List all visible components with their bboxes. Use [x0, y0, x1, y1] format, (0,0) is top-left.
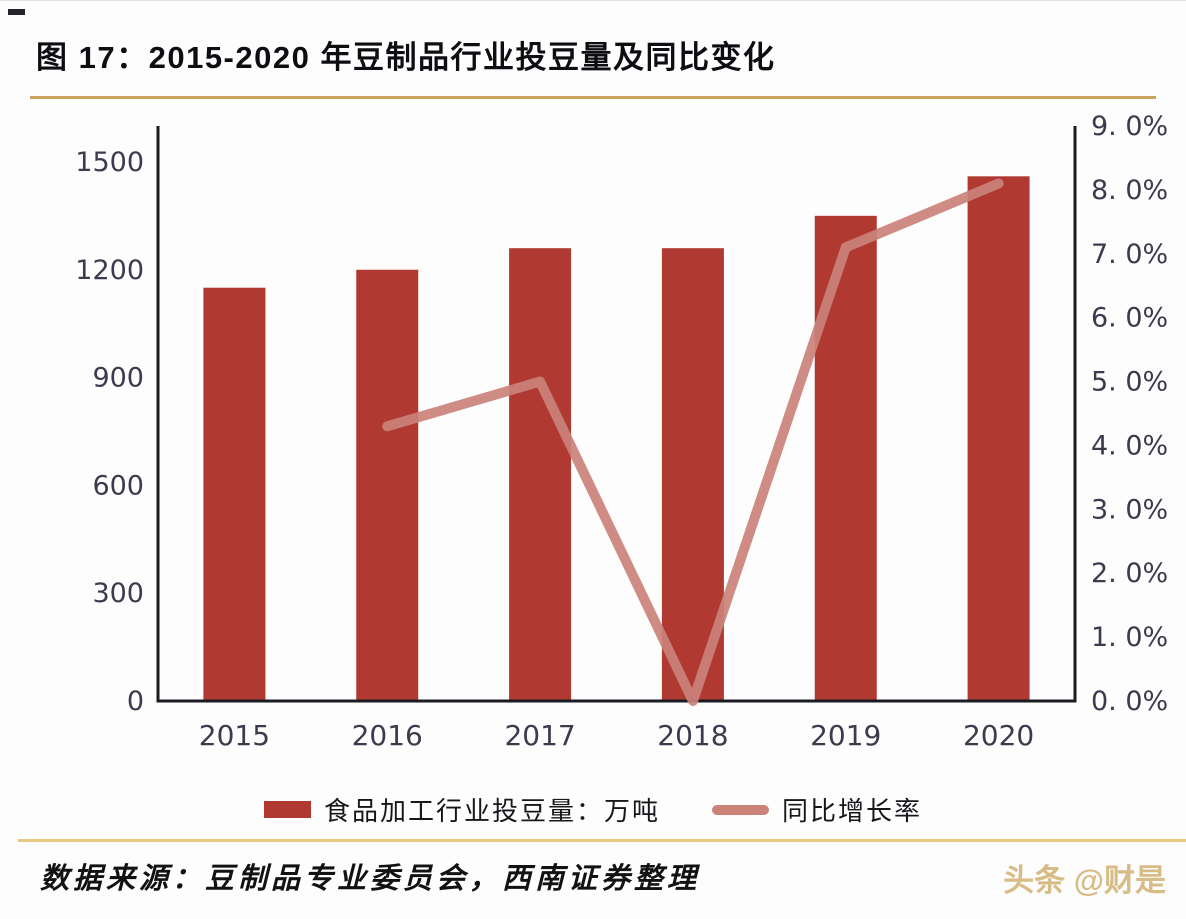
chart-legend: 食品加工行业投豆量：万吨 同比增长率 [0, 791, 1186, 828]
bar-2015 [203, 287, 266, 701]
legend-item-bar-series: 食品加工行业投豆量：万吨 [263, 791, 660, 828]
right-axis-tick-5pct: 5. 0% [1091, 367, 1168, 398]
scan-artifact-mark [8, 9, 25, 15]
left-axis-tick-600: 600 [92, 470, 144, 501]
x-axis-label-2019: 2019 [810, 719, 881, 752]
line-series-swatch-icon [712, 804, 769, 815]
footer: 数据来源：豆制品专业委员会，西南证券整理 头条 @财是 [40, 855, 1166, 900]
footer-divider-rule [18, 839, 1186, 842]
right-axis-tick-9pct: 9. 0% [1091, 111, 1168, 142]
bar-2017 [509, 248, 572, 701]
legend-item-line-series: 同比增长率 [712, 791, 922, 828]
bar-2019 [814, 215, 877, 701]
right-axis-tick-7pct: 7. 0% [1091, 239, 1168, 270]
bar-2020 [967, 176, 1030, 701]
bar-series-swatch-icon [263, 801, 311, 818]
axes-frame [156, 126, 1077, 703]
title-divider-rule [30, 96, 1156, 99]
growth-rate-line [382, 178, 1004, 706]
right-axis-tick-8pct: 8. 0% [1091, 175, 1168, 206]
x-axis-label-2015: 2015 [199, 719, 270, 752]
x-axis-label-2016: 2016 [352, 719, 423, 752]
legend-label-line-series: 同比增长率 [782, 797, 923, 827]
right-axis-tick-1pct: 1. 0% [1091, 622, 1168, 653]
left-axis-tick-0: 0 [127, 686, 144, 717]
x-axis-label-2018: 2018 [657, 719, 728, 752]
right-axis-tick-6pct: 6. 0% [1091, 303, 1168, 334]
legend-label-bar-series: 食品加工行业投豆量：万吨 [323, 797, 660, 827]
left-axis-tick-1200: 1200 [75, 255, 144, 286]
bar-2016 [356, 269, 419, 701]
left-axis-tick-300: 300 [92, 578, 144, 609]
x-axis-label-2017: 2017 [504, 719, 575, 752]
left-axis-tick-900: 900 [92, 363, 144, 394]
chart-canvas: 0 300 600 900 1200 1500 0. 0% 1. 0% 2. 0% 3. 0% 4.… [75, 111, 1168, 752]
watermark-toutiao-caishi: 头条 @财是 [1003, 863, 1166, 898]
right-axis-tick-3pct: 3. 0% [1091, 494, 1168, 525]
right-axis-tick-4pct: 4. 0% [1091, 430, 1168, 461]
left-axis-tick-1500: 1500 [75, 147, 144, 178]
right-axis-tick-0pct: 0. 0% [1091, 686, 1168, 717]
data-source-note: 数据来源：豆制品专业委员会，西南证券整理 [40, 861, 701, 895]
right-axis-tick-2pct: 2. 0% [1091, 558, 1168, 589]
x-axis-label-2020: 2020 [963, 719, 1034, 752]
chart-title: 图 17：2015-2020 年豆制品行业投豆量及同比变化 [36, 40, 776, 75]
